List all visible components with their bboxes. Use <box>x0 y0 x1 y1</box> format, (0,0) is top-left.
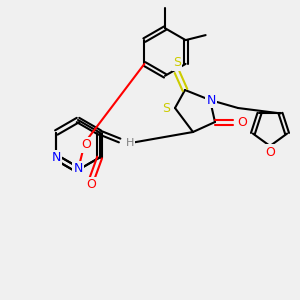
Text: N: N <box>52 151 61 164</box>
Text: O: O <box>265 146 275 158</box>
Text: H: H <box>125 139 134 148</box>
Text: O: O <box>87 178 97 191</box>
Text: N: N <box>73 163 83 176</box>
Text: S: S <box>173 56 181 70</box>
Text: O: O <box>237 116 247 128</box>
Text: N: N <box>206 94 216 106</box>
Text: S: S <box>162 101 170 115</box>
Text: O: O <box>81 139 91 152</box>
